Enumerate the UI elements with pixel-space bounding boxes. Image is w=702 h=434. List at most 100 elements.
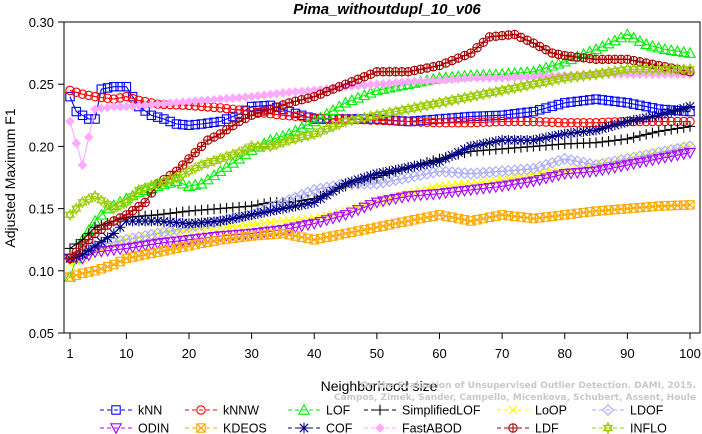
data-point-knnw — [491, 117, 501, 127]
data-point-cof — [346, 176, 358, 187]
y-axis-label: Adjusted Maximum F1 — [2, 108, 18, 247]
data-point-cof — [628, 115, 639, 126]
data-point-ldof — [590, 159, 603, 172]
data-point-cof — [277, 203, 289, 214]
data-point-cof — [446, 150, 458, 161]
data-point-ldf — [296, 95, 307, 105]
data-point-cof — [215, 215, 226, 227]
data-point-knnw — [441, 118, 451, 128]
x-tick-label: 60 — [432, 346, 446, 361]
data-point-knnw — [372, 115, 382, 126]
data-point-odin — [495, 181, 509, 193]
data-point-ldof — [302, 186, 314, 199]
data-point-cof — [484, 137, 495, 148]
data-point-cof — [121, 215, 132, 227]
data-point-simplifiedlof — [258, 198, 270, 209]
data-point-cof — [528, 134, 539, 146]
data-point-odin — [427, 189, 440, 201]
data-point-knnw — [478, 117, 489, 128]
data-point-odin — [470, 184, 484, 196]
data-point-cof — [672, 104, 683, 116]
data-point-inflo — [315, 125, 326, 138]
legend-item-knnw: kNNW — [185, 404, 259, 418]
data-point-odin — [308, 218, 321, 230]
data-point-knn — [547, 101, 557, 112]
data-point-lof — [658, 43, 672, 55]
data-point-cof — [465, 141, 477, 152]
plot-frame — [63, 21, 701, 334]
data-point-ldof — [596, 157, 609, 170]
data-point-odin — [489, 182, 502, 194]
data-point-odin — [364, 200, 377, 212]
data-point-odin — [301, 220, 315, 232]
data-point-odin — [596, 165, 609, 177]
legend-label-ldof: LDOF — [630, 404, 664, 418]
data-point-cof — [296, 199, 307, 211]
data-point-odin — [351, 205, 365, 217]
data-point-odin — [527, 176, 540, 188]
x-tick-label: 70 — [495, 346, 509, 361]
data-point-odin — [683, 147, 697, 159]
data-point-knn — [171, 119, 182, 129]
data-point-simplifiedlof — [165, 208, 176, 219]
data-point-ldf — [572, 52, 583, 62]
data-point-odin — [458, 185, 471, 198]
y-tick-label: 0.05 — [29, 326, 54, 341]
data-point-inflo — [127, 189, 138, 203]
data-point-knn — [622, 98, 633, 108]
data-point-odin — [646, 155, 659, 167]
data-point-cof — [165, 216, 176, 228]
data-point-knn — [578, 95, 589, 106]
data-point-knnw — [397, 116, 407, 127]
data-point-cof — [515, 134, 527, 146]
data-point-cof — [578, 126, 589, 137]
data-point-lof — [614, 31, 628, 43]
data-point-cof — [402, 162, 414, 173]
data-point-ldof — [527, 162, 540, 175]
data-point-simplifiedlof — [615, 134, 627, 145]
data-point-odin — [414, 190, 427, 202]
data-point-lof — [677, 45, 690, 57]
data-point-ldof — [477, 166, 490, 179]
data-point-ldof — [420, 167, 433, 180]
data-point-cof — [309, 197, 320, 208]
data-point-ldf — [497, 30, 507, 41]
data-point-ldof — [427, 166, 440, 179]
data-point-knn — [90, 114, 100, 124]
data-point-inflo — [227, 148, 238, 162]
data-point-fastabod — [472, 73, 482, 83]
data-point-ldf — [559, 50, 570, 61]
data-point-knnw — [296, 112, 307, 122]
data-point-knn — [553, 99, 564, 110]
y-tick-label: 0.20 — [29, 139, 54, 154]
data-point-knnw — [415, 117, 426, 127]
data-point-cof — [553, 130, 564, 141]
data-point-odin — [577, 167, 590, 179]
data-point-odin — [533, 174, 546, 187]
data-point-knn — [422, 115, 432, 125]
data-point-ldof — [521, 163, 534, 176]
data-point-knn — [165, 116, 175, 127]
data-point-ldof — [189, 220, 202, 232]
legend-marker-knnw — [196, 405, 206, 415]
plot-area — [63, 28, 697, 282]
data-point-odin — [389, 193, 402, 205]
data-point-cof — [459, 144, 470, 155]
data-point-knnw — [466, 118, 476, 128]
y-tick-label: 0.25 — [29, 77, 54, 92]
data-point-knnw — [497, 116, 507, 127]
data-point-cof — [415, 159, 426, 171]
data-point-ldf — [184, 154, 194, 164]
data-point-inflo — [265, 140, 276, 153]
data-point-ldof — [389, 174, 402, 186]
data-point-odin — [508, 179, 521, 191]
legend-item-inflo: INFLO — [592, 422, 667, 434]
data-point-knn — [221, 114, 232, 124]
data-point-knn — [65, 91, 75, 102]
data-point-cof — [133, 215, 145, 227]
data-point-odin — [640, 156, 653, 168]
data-point-cof — [108, 228, 120, 239]
data-point-ldf — [547, 48, 557, 58]
data-point-knnw — [534, 117, 545, 127]
